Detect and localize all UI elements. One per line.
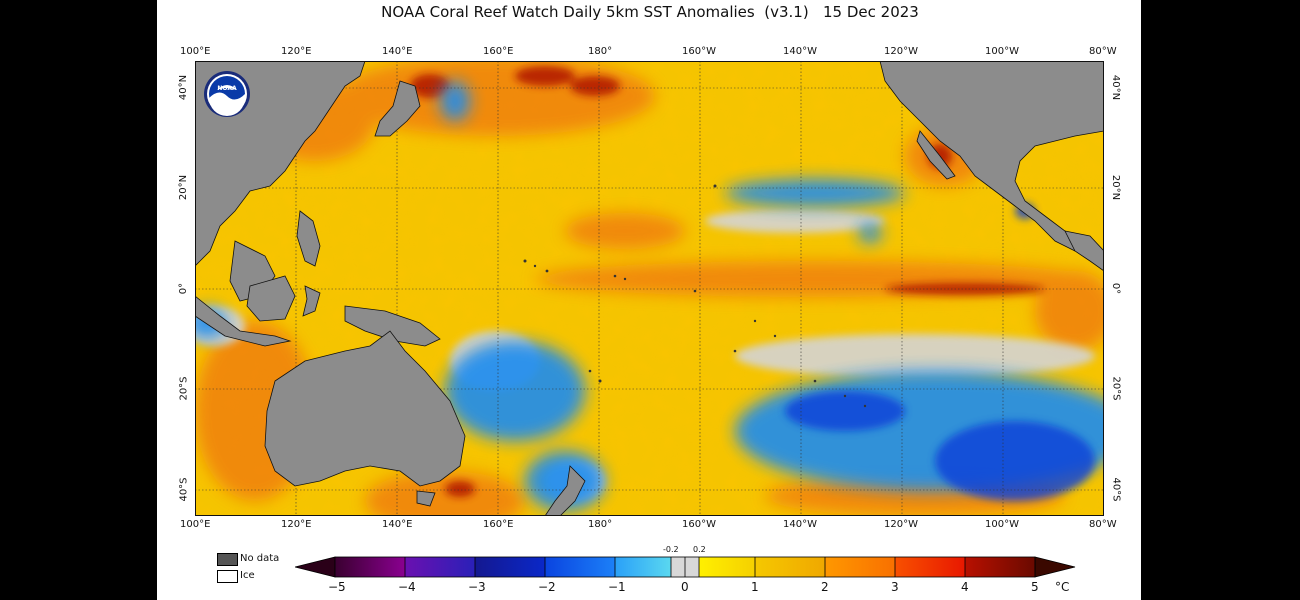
colorbar-tick-label: 0 [681, 580, 689, 594]
colorbar-min-extension [295, 556, 336, 578]
lon-label-bottom: 140°E [382, 519, 413, 530]
colorbar-ticks [404, 557, 966, 577]
pacific-islands [523, 184, 867, 408]
colorbar-tick-label: −4 [398, 580, 416, 594]
lon-label-top: 80°W [1089, 46, 1117, 57]
colorbar-unit: °C [1055, 580, 1070, 594]
lat-label-left: 40°S [178, 477, 190, 502]
colorbar-tick-label: −5 [328, 580, 346, 594]
lon-label-bottom: 160°W [682, 519, 716, 530]
colorbar-tick-label: −3 [468, 580, 486, 594]
colorbar-segment [699, 557, 755, 577]
colorbar-segment [965, 557, 1035, 577]
colorbar-tick-label: 5 [1031, 580, 1039, 594]
no-data-swatch [217, 553, 238, 566]
lon-label-top: 100°E [180, 46, 211, 57]
colorbar-segment [475, 557, 545, 577]
australia-landmass [264, 330, 466, 487]
japan-landmass [374, 80, 421, 137]
no-data-label: No data [240, 553, 280, 564]
central-america-landmass [1064, 230, 1104, 272]
lat-label-right: 0° [1110, 282, 1122, 295]
lon-label-bottom: 160°E [483, 519, 514, 530]
noaa-logo-text: NOAA [217, 85, 237, 92]
borneo-landmass [246, 275, 296, 322]
new-zealand-landmass [544, 465, 586, 516]
lat-label-right: 40°N [1110, 74, 1122, 101]
colorbar-segment [895, 557, 965, 577]
lon-label-top: 100°W [985, 46, 1019, 57]
colorbar-tick-label: −1 [608, 580, 626, 594]
lat-label-left: 20°S [178, 376, 190, 401]
colorbar-segment [755, 557, 825, 577]
colorbar-small-tick-label: -0.2 [663, 545, 679, 554]
colorbar-segment [335, 557, 405, 577]
colorbar-max-extension [1034, 556, 1076, 578]
new-guinea-landmass [344, 305, 441, 347]
colorbar-tick-label: −2 [538, 580, 556, 594]
lat-label-left: 0° [178, 282, 190, 295]
colorbar-segment [825, 557, 895, 577]
lon-label-bottom: 80°W [1089, 519, 1117, 530]
lon-label-top: 140°E [382, 46, 413, 57]
colorbar-segment [545, 557, 615, 577]
lat-label-left: 20°N [178, 174, 190, 201]
sst-anomaly-map: NOAA [195, 61, 1104, 516]
lon-label-bottom: 100°W [985, 519, 1019, 530]
lon-label-top: 160°W [682, 46, 716, 57]
colorbar-tick-label: 2 [821, 580, 829, 594]
lat-label-right: 20°N [1110, 174, 1122, 201]
ice-label: Ice [240, 570, 255, 581]
lon-label-bottom: 120°W [884, 519, 918, 530]
ice-swatch [217, 570, 238, 583]
baja-landmass [916, 130, 956, 180]
colorbar-segment [615, 557, 671, 577]
lon-label-top: 160°E [483, 46, 514, 57]
lon-label-top: 120°W [884, 46, 918, 57]
colorbar-small-tick-label: 0.2 [693, 545, 706, 554]
lon-label-bottom: 100°E [180, 519, 211, 530]
colorbar-tick-label: 4 [961, 580, 969, 594]
colorbar [295, 556, 1076, 578]
philippines-landmass [296, 210, 321, 267]
lat-label-right: 40°S [1110, 477, 1122, 502]
colorbar-tick-label: 3 [891, 580, 899, 594]
lon-label-top: 180° [588, 46, 613, 57]
indonesia-landmass [195, 295, 292, 347]
noaa-logo: NOAA [204, 71, 250, 117]
lon-label-bottom: 120°E [281, 519, 312, 530]
cold-anomaly-areas [785, 203, 1095, 501]
lat-label-left: 40°N [178, 74, 190, 101]
lon-label-top: 140°W [783, 46, 817, 57]
sulawesi-landmass [302, 285, 321, 317]
lat-label-right: 20°S [1110, 376, 1122, 401]
lon-label-bottom: 180° [588, 519, 613, 530]
map-frame [195, 61, 1104, 516]
colorbar-segment [405, 557, 475, 577]
lon-label-bottom: 140°W [783, 519, 817, 530]
colorbar-tick-label: 1 [751, 580, 759, 594]
tasmania-landmass [416, 490, 436, 507]
map-title: NOAA Coral Reef Watch Daily 5km SST Anom… [381, 3, 919, 21]
lon-label-top: 120°E [281, 46, 312, 57]
